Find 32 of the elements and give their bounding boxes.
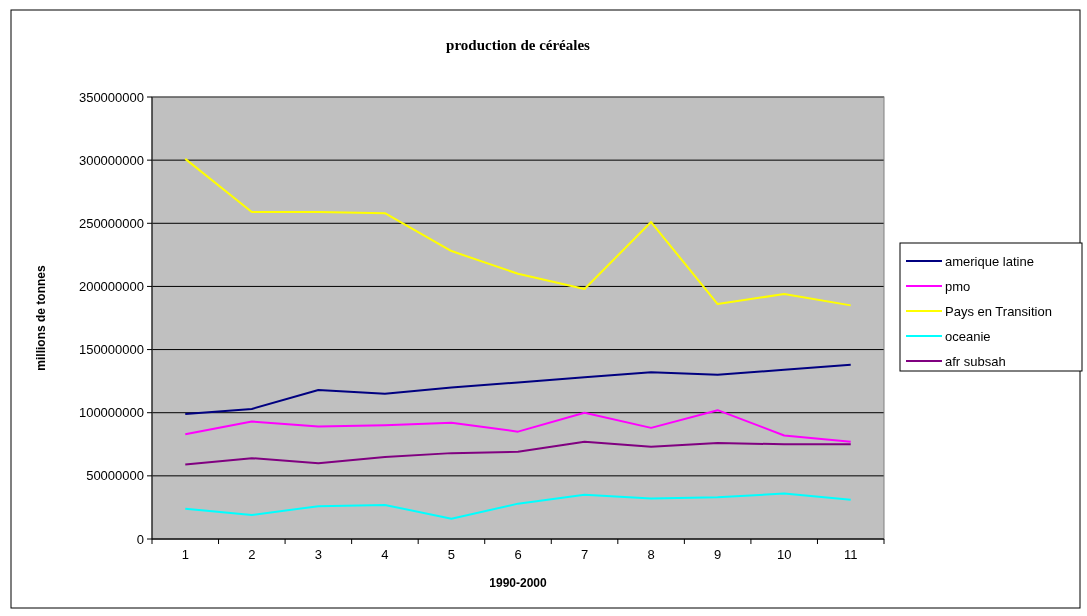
line-series [184,440,852,466]
x-tick-label: 1 [181,547,189,562]
x-tick-label: 6 [514,547,522,562]
y-tick-label: 0 [136,531,144,547]
line-series [184,157,852,307]
x-tick-label: 8 [647,547,655,562]
y-axis-title: millions de tonnes [34,265,48,371]
y-tick-label: 100000000 [78,405,144,421]
y-tick-label: 350000000 [78,89,144,105]
y-tick-label: 150000000 [78,342,144,358]
x-tick-label: 3 [314,547,322,562]
legend-label: afr subsah [945,353,1006,369]
y-tick-label: 250000000 [78,215,144,231]
legend-label: pmo [945,278,971,294]
line-series [184,409,852,443]
x-tick-label: 4 [381,547,389,562]
x-tick-label: 5 [447,547,456,562]
legend-label: Pays en Transition [945,303,1052,319]
x-tick-label: 7 [580,547,589,562]
y-tick-label: 300000000 [78,152,144,168]
legend-label: amerique latine [945,253,1034,269]
x-tick-label: 11 [843,547,858,562]
x-axis-title: 1990-2000 [489,576,548,590]
legend-label: oceanie [945,328,991,344]
y-tick-label: 200000000 [78,278,144,294]
chart-title: production de céréales [446,37,591,53]
x-tick-label: 9 [714,547,722,562]
line-series [184,363,852,415]
x-tick-label: 10 [776,547,792,562]
line-series [184,492,852,520]
x-tick-label: 2 [248,547,256,562]
y-tick-label: 50000000 [86,468,144,484]
